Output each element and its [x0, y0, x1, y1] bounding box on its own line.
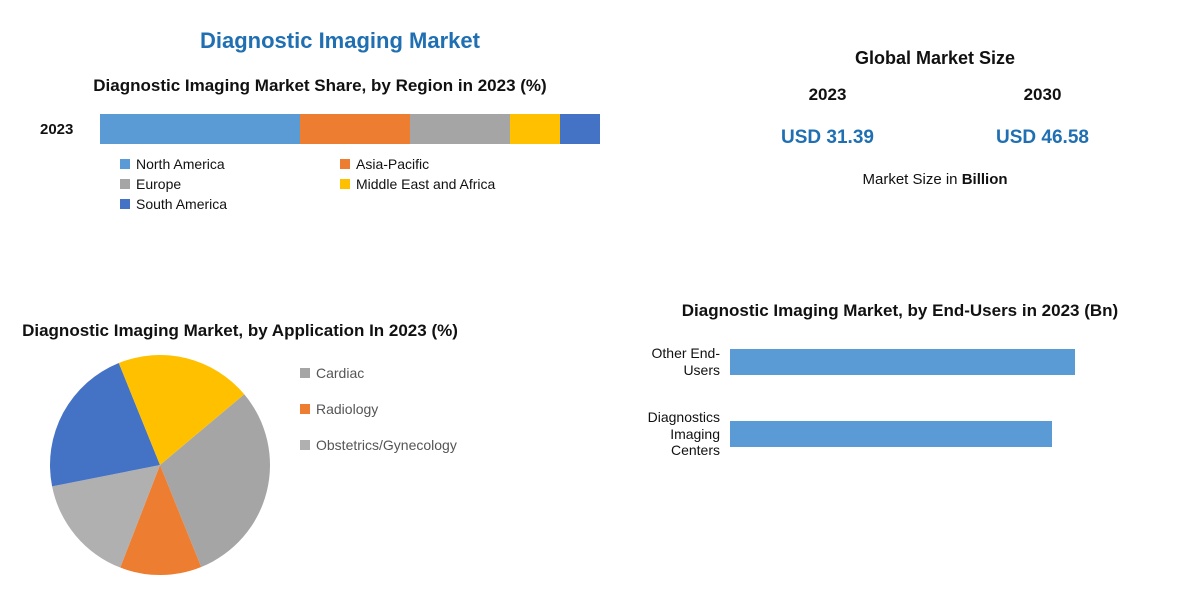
gms-years-row: 2023 2030 — [720, 85, 1150, 105]
region-share-chart: Diagnostic Imaging Market Share, by Regi… — [40, 75, 600, 216]
legend-swatch — [300, 440, 310, 450]
end-users-bar-track — [730, 349, 1180, 375]
region-chart-title: Diagnostic Imaging Market Share, by Regi… — [40, 75, 600, 96]
legend-label: Obstetrics/Gynecology — [316, 437, 457, 453]
gms-title: Global Market Size — [720, 48, 1150, 69]
end-users-chart: Diagnostic Imaging Market, by End-Users … — [620, 300, 1180, 489]
region-stacked-bar — [100, 114, 600, 144]
legend-label: South America — [136, 196, 227, 212]
legend-swatch — [340, 159, 350, 169]
legend-label: Middle East and Africa — [356, 176, 495, 192]
region-segment-0 — [100, 114, 300, 144]
end-users-label: Other End-Users — [620, 345, 730, 379]
gms-caption-prefix: Market Size in — [862, 171, 961, 188]
global-market-size-panel: Global Market Size 2023 2030 USD 31.39 U… — [720, 48, 1150, 188]
legend-swatch — [300, 368, 310, 378]
region-segment-2 — [410, 114, 510, 144]
gms-year-0: 2023 — [809, 85, 847, 105]
application-legend-item-0: Cardiac — [300, 365, 457, 381]
region-legend-item-2: Europe — [120, 176, 340, 192]
gms-value-1: USD 46.58 — [996, 127, 1089, 149]
region-legend-item-4: South America — [120, 196, 340, 212]
legend-label: Asia-Pacific — [356, 156, 429, 172]
gms-year-1: 2030 — [1024, 85, 1062, 105]
region-bar-ylabel: 2023 — [40, 121, 100, 138]
region-legend: North America Asia-Pacific Europe Middle Ea… — [120, 156, 560, 216]
end-users-bar — [730, 349, 1075, 375]
region-legend-item-1: Asia-Pacific — [340, 156, 560, 172]
region-segment-3 — [510, 114, 560, 144]
region-legend-item-3: Middle East and Africa — [340, 176, 560, 192]
application-chart: Diagnostic Imaging Market, by Applicatio… — [40, 320, 600, 575]
legend-swatch — [120, 179, 130, 189]
application-chart-body: Cardiac Radiology Obstetrics/Gynecology — [40, 355, 600, 575]
legend-swatch — [340, 179, 350, 189]
gms-value-0: USD 31.39 — [781, 127, 874, 149]
legend-swatch — [300, 404, 310, 414]
legend-swatch — [120, 199, 130, 209]
end-users-chart-body: Other End-Users Diagnostics Imaging Cente… — [620, 345, 1180, 459]
application-pie-wrap — [50, 355, 270, 575]
legend-label: Europe — [136, 176, 181, 192]
gms-caption-bold: Billion — [962, 171, 1008, 188]
gms-caption: Market Size in Billion — [720, 171, 1150, 188]
end-users-chart-title: Diagnostic Imaging Market, by End-Users … — [620, 300, 1180, 321]
legend-label: North America — [136, 156, 225, 172]
application-chart-title: Diagnostic Imaging Market, by Applicatio… — [0, 320, 600, 341]
region-segment-1 — [300, 114, 410, 144]
region-segment-4 — [560, 114, 600, 144]
gms-values-row: USD 31.39 USD 46.58 — [720, 127, 1150, 149]
legend-label: Cardiac — [316, 365, 364, 381]
application-legend-item-2: Obstetrics/Gynecology — [300, 437, 457, 453]
application-legend: Cardiac Radiology Obstetrics/Gynecology — [300, 365, 457, 473]
legend-swatch — [120, 159, 130, 169]
legend-label: Radiology — [316, 401, 378, 417]
page-title: Diagnostic Imaging Market — [200, 28, 480, 54]
end-users-row-1: Diagnostics Imaging Centers — [620, 409, 1180, 459]
application-legend-item-1: Radiology — [300, 401, 457, 417]
region-bar-row: 2023 — [40, 114, 600, 144]
end-users-bar — [730, 421, 1052, 447]
application-pie — [50, 355, 270, 575]
region-legend-item-0: North America — [120, 156, 340, 172]
end-users-row-0: Other End-Users — [620, 345, 1180, 379]
end-users-label: Diagnostics Imaging Centers — [620, 409, 730, 459]
end-users-bar-track — [730, 421, 1180, 447]
